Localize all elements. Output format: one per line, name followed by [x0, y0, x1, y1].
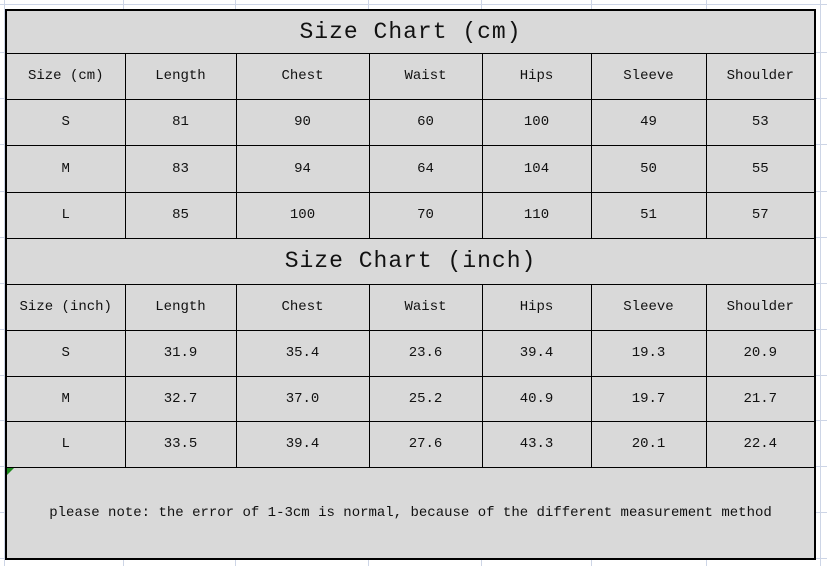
cm-header-hips: Hips	[481, 52, 592, 100]
cell-size: L	[5, 191, 126, 239]
cell-length: 33.5	[124, 420, 237, 468]
note-row: please note: the error of 1-3cm is norma…	[5, 466, 816, 560]
cell-shoulder: 20.9	[705, 329, 816, 377]
cell-hips: 40.9	[481, 375, 592, 422]
cell-shoulder: 53	[705, 98, 816, 146]
inch-header-size: Size (inch)	[5, 283, 126, 331]
cell-sleeve: 49	[590, 98, 707, 146]
cm-row-m: M 83 94 64 104 50 55	[5, 144, 816, 193]
note-text: please note: the error of 1-3cm is norma…	[49, 504, 772, 521]
error-indicator-triangle-icon	[7, 468, 14, 475]
cell-size: L	[5, 420, 126, 468]
inch-header-length: Length	[124, 283, 237, 331]
cell-chest: 100	[235, 191, 370, 239]
note-cell: please note: the error of 1-3cm is norma…	[5, 466, 816, 560]
cell-length: 31.9	[124, 329, 237, 377]
cm-row-l: L 85 100 70 110 51 57	[5, 191, 816, 239]
cell-length: 81	[124, 98, 237, 146]
cell-hips: 39.4	[481, 329, 592, 377]
inch-header-row: Size (inch) Length Chest Waist Hips Slee…	[5, 283, 816, 331]
cm-header-size: Size (cm)	[5, 52, 126, 100]
cm-header-waist: Waist	[368, 52, 483, 100]
cell-size: S	[5, 98, 126, 146]
cm-header-length: Length	[124, 52, 237, 100]
inch-row-m: M 32.7 37.0 25.2 40.9 19.7 21.7	[5, 375, 816, 422]
inch-header-waist: Waist	[368, 283, 483, 331]
cell-sleeve: 51	[590, 191, 707, 239]
cell-size: S	[5, 329, 126, 377]
cell-waist: 70	[368, 191, 483, 239]
inch-row-s: S 31.9 35.4 23.6 39.4 19.3 20.9	[5, 329, 816, 377]
cell-sleeve: 19.3	[590, 329, 707, 377]
cell-shoulder: 57	[705, 191, 816, 239]
cell-shoulder: 21.7	[705, 375, 816, 422]
cell-shoulder: 55	[705, 144, 816, 193]
cell-size: M	[5, 144, 126, 193]
size-chart-table: Size Chart (cm) Size (cm) Length Chest W…	[5, 9, 817, 560]
cm-row-s: S 81 90 60 100 49 53	[5, 98, 816, 146]
cell-hips: 100	[481, 98, 592, 146]
cm-title-row: Size Chart (cm)	[5, 9, 816, 54]
cell-length: 32.7	[124, 375, 237, 422]
cm-header-sleeve: Sleeve	[590, 52, 707, 100]
inch-header-sleeve: Sleeve	[590, 283, 707, 331]
cell-length: 85	[124, 191, 237, 239]
cell-sleeve: 19.7	[590, 375, 707, 422]
cell-waist: 60	[368, 98, 483, 146]
cm-header-shoulder: Shoulder	[705, 52, 816, 100]
cell-waist: 27.6	[368, 420, 483, 468]
inch-title-row: Size Chart (inch)	[5, 237, 816, 285]
cm-table-title: Size Chart (cm)	[5, 9, 816, 54]
cm-header-row: Size (cm) Length Chest Waist Hips Sleeve…	[5, 52, 816, 100]
grid-line	[0, 4, 827, 5]
cell-hips: 110	[481, 191, 592, 239]
inch-row-l: L 33.5 39.4 27.6 43.3 20.1 22.4	[5, 420, 816, 468]
cell-length: 83	[124, 144, 237, 193]
inch-header-chest: Chest	[235, 283, 370, 331]
cell-waist: 64	[368, 144, 483, 193]
cell-hips: 104	[481, 144, 592, 193]
inch-table-title: Size Chart (inch)	[5, 237, 816, 285]
cell-size: M	[5, 375, 126, 422]
cell-chest: 39.4	[235, 420, 370, 468]
cm-header-chest: Chest	[235, 52, 370, 100]
cell-chest: 90	[235, 98, 370, 146]
cell-sleeve: 20.1	[590, 420, 707, 468]
cell-waist: 23.6	[368, 329, 483, 377]
inch-header-hips: Hips	[481, 283, 592, 331]
cell-shoulder: 22.4	[705, 420, 816, 468]
cell-chest: 35.4	[235, 329, 370, 377]
cell-chest: 94	[235, 144, 370, 193]
cell-chest: 37.0	[235, 375, 370, 422]
cell-hips: 43.3	[481, 420, 592, 468]
cell-sleeve: 50	[590, 144, 707, 193]
inch-header-shoulder: Shoulder	[705, 283, 816, 331]
cell-waist: 25.2	[368, 375, 483, 422]
